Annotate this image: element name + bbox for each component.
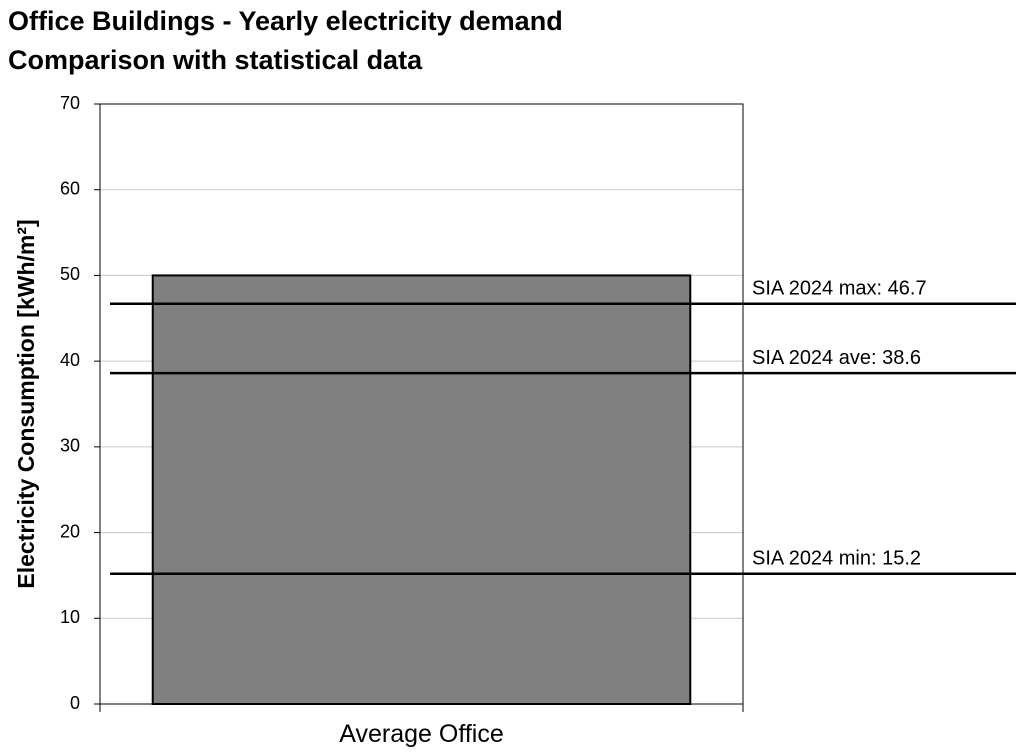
chart-title: Office Buildings - Yearly electricity de… — [8, 6, 563, 36]
y-tick-label: 60 — [60, 178, 80, 198]
y-tick-label: 10 — [60, 607, 80, 627]
y-tick-label: 20 — [60, 521, 80, 541]
y-tick-label: 30 — [60, 436, 80, 456]
y-tick-label: 50 — [60, 264, 80, 284]
y-tick-label: 0 — [70, 693, 80, 713]
y-tick-label: 40 — [60, 350, 80, 370]
reference-label: SIA 2024 ave: 38.6 — [752, 347, 921, 369]
x-tick-label: Average Office — [339, 720, 503, 748]
reference-label: SIA 2024 max: 46.7 — [752, 278, 927, 300]
reference-label: SIA 2024 min: 15.2 — [752, 548, 921, 570]
y-axis-label: Electricity Consumption [kWh/m²] — [13, 219, 39, 588]
chart-subtitle: Comparison with statistical data — [8, 45, 423, 75]
y-tick-label: 70 — [60, 93, 80, 113]
bar — [151, 274, 692, 705]
